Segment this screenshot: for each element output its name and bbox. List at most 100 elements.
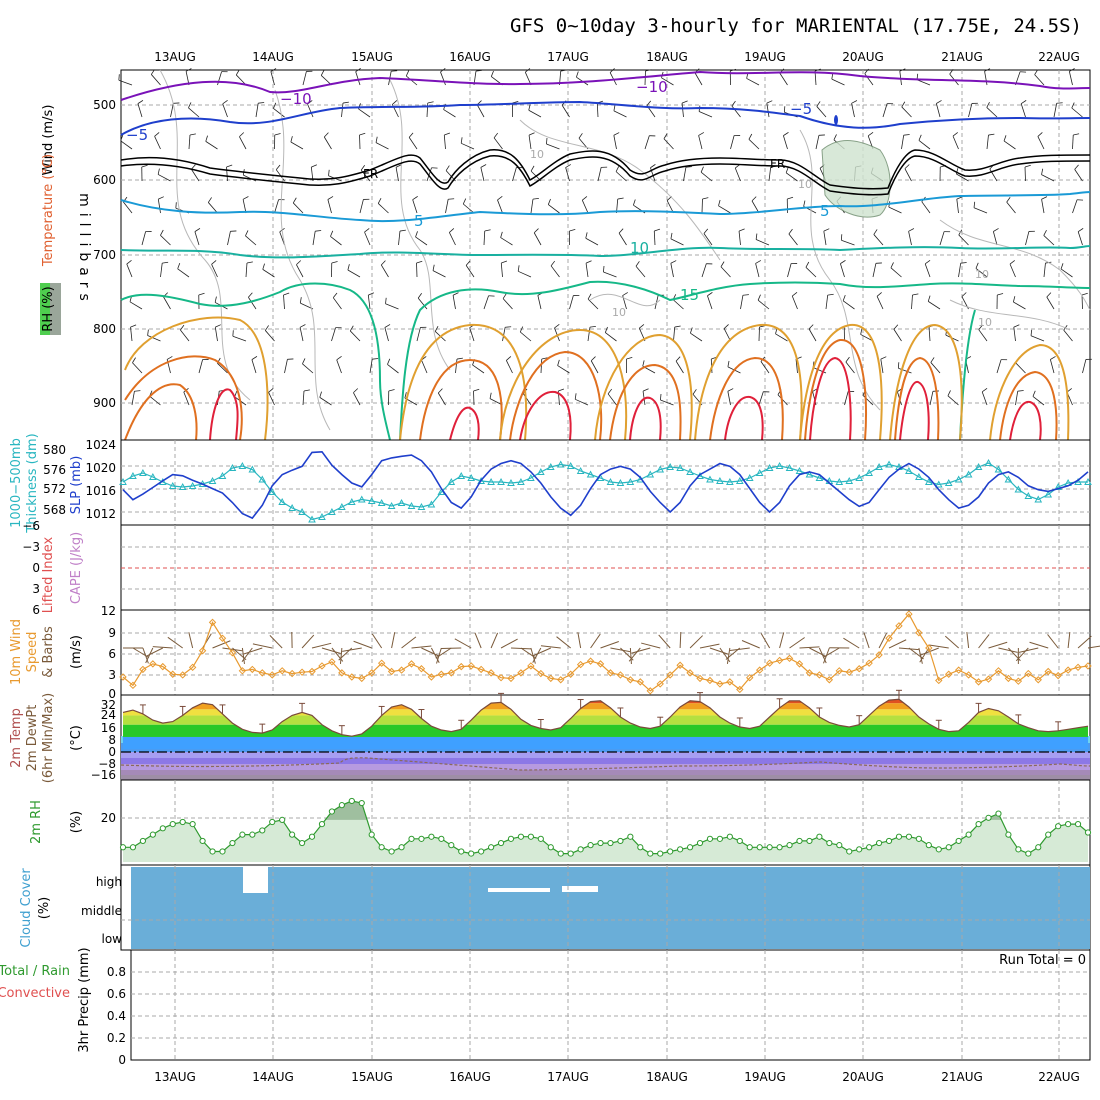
upper-wind-barb-flag (569, 229, 576, 232)
upper-wind-barb-flag (525, 68, 531, 73)
upper-wind-barb-flag (876, 292, 882, 297)
pressure-tick: 600 (93, 173, 116, 187)
upper-wind-barb (130, 327, 133, 342)
thickness-point (706, 475, 714, 483)
upper-wind-barb (740, 295, 744, 310)
wind-barb (167, 636, 183, 649)
date-label-top: 13AUG (154, 50, 196, 64)
run-total-label: Run Total = 0 (999, 953, 1086, 968)
rh-contour (939, 219, 1091, 311)
rh-2m-series (119, 797, 1092, 862)
date-label-bottom: 20AUG (842, 1070, 884, 1084)
upper-wind-barb (299, 327, 304, 342)
cloud-level-label: high (96, 875, 122, 889)
rh-point (736, 837, 743, 845)
slp-series (122, 450, 1089, 520)
wind-barb (269, 635, 283, 649)
upper-wind-barb (851, 103, 855, 118)
wind-barb (610, 647, 631, 653)
upper-wind-barb-flag (587, 293, 592, 300)
upper-wind-barb (1068, 71, 1073, 86)
upper-wind-barb (302, 363, 314, 374)
upper-wind-barb-flag (328, 169, 330, 176)
upper-wind-barb-flag (560, 69, 567, 72)
upper-wind-barb (518, 270, 532, 278)
upper-wind-barb (928, 327, 931, 342)
upper-wind-barb (653, 230, 656, 246)
upper-wind-barb (791, 295, 798, 310)
rh-point (368, 831, 375, 838)
rh-point (517, 833, 525, 840)
cloud-label: Cloud Cover (19, 868, 34, 948)
wind-panel-grid (121, 610, 1090, 695)
wind-barb (411, 645, 432, 649)
upper-wind-barb (808, 328, 817, 342)
upper-wind-barb-flag (626, 357, 633, 360)
thickness-point (188, 481, 197, 489)
cape-label: CAPE (J/kg) (69, 532, 84, 604)
thickness-tick: 572 (43, 482, 66, 496)
rh-point (756, 844, 763, 851)
upper-wind-barb-flag (558, 388, 565, 392)
upper-wind-barb (890, 267, 902, 278)
wind-barb (212, 640, 231, 649)
upper-wind-barb (497, 199, 503, 214)
thickness-point (1024, 491, 1033, 499)
thickness-point (676, 463, 684, 471)
wind-speed-point (258, 669, 266, 677)
thickness-point (477, 476, 485, 484)
cloud-clear-patch (243, 867, 268, 893)
rh-point (816, 833, 823, 840)
wind-speed-point (765, 659, 774, 667)
wind-barb (590, 633, 601, 649)
wind-speed-point (935, 676, 943, 685)
upper-wind-barb (170, 103, 174, 118)
wind-speed-point (865, 659, 873, 667)
thickness-point (924, 477, 933, 485)
upper-wind-barb-flag (440, 68, 446, 73)
precip-label-total: Total / Rain (0, 964, 70, 979)
upper-wind-barb (975, 268, 988, 278)
rh-point (547, 844, 554, 851)
temp-tick: 16 (101, 721, 116, 735)
rh-point (895, 833, 903, 840)
upper-wind-barb (347, 269, 361, 278)
wind-speed-point (974, 678, 983, 686)
wind-barb (729, 647, 750, 651)
upper-wind-barb-flag (578, 133, 583, 139)
upper-wind-barb-flag (392, 100, 398, 105)
upper-wind-barb-flag (814, 68, 821, 72)
wind-speed-point (606, 669, 615, 677)
upper-wind-barb-flag (160, 229, 164, 236)
upper-wind-barb (255, 103, 259, 118)
wind-speed-point (467, 662, 475, 670)
upper-wind-barb (126, 263, 133, 278)
upper-wind-barb (585, 263, 589, 278)
contour-label-neg5: −5 (126, 126, 148, 144)
wind-barb (760, 633, 771, 649)
upper-wind-barb-flag (986, 101, 990, 108)
wind-barb (658, 634, 671, 649)
upper-wind-barb (443, 109, 456, 118)
upper-wind-barb-flag (177, 263, 181, 269)
wind-speed-point (178, 671, 187, 679)
upper-wind-barb-flag (493, 132, 499, 139)
upper-wind-barb-flag (445, 165, 450, 171)
rh-contour-mid (124, 383, 198, 441)
upper-wind-barb-flag (150, 69, 155, 75)
upper-wind-barb (120, 140, 133, 150)
upper-wind-barb-flag (785, 167, 789, 173)
upper-wind-barb (1013, 327, 1016, 342)
upper-wind-barb-flag (380, 260, 386, 266)
upper-wind-barb (605, 332, 617, 342)
upper-wind-barb-flag (320, 69, 325, 76)
wind-speed-point (1004, 674, 1013, 683)
upper-wind-barb (1046, 296, 1055, 310)
wind-barb (577, 632, 582, 649)
wind-barb (988, 641, 1008, 649)
upper-wind-barb-flag (323, 132, 329, 138)
upper-wind-barb (701, 263, 707, 278)
wind-barb (726, 647, 731, 664)
upper-wind-barb-flag (893, 324, 899, 330)
wind-speed-point (895, 622, 903, 630)
